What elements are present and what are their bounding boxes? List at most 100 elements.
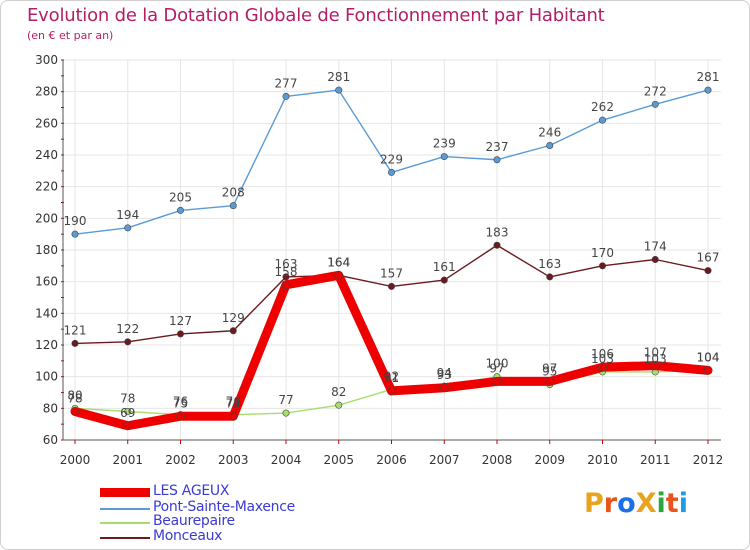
x-tick-label: 2004 xyxy=(271,453,302,467)
data-point-les-ageux xyxy=(492,377,502,386)
data-point-pont-sainte-maxence xyxy=(704,86,712,94)
data-label-monceaux: 121 xyxy=(64,323,87,337)
y-tick-label: 240 xyxy=(35,148,58,162)
data-point-pont-sainte-maxence xyxy=(124,224,132,232)
data-label-beaurepaire: 80 xyxy=(67,388,82,402)
data-point-pont-sainte-maxence xyxy=(177,206,185,214)
data-point-monceaux xyxy=(546,273,554,281)
data-label-monceaux: 163 xyxy=(275,257,298,271)
data-point-pont-sainte-maxence xyxy=(651,100,659,108)
data-point-monceaux xyxy=(177,330,185,338)
y-tick-label: 60 xyxy=(43,433,58,447)
data-label-beaurepaire: 77 xyxy=(278,393,293,407)
data-label-pont-sainte-maxence: 262 xyxy=(591,100,614,114)
logo-letter: r xyxy=(603,488,618,519)
data-point-pont-sainte-maxence xyxy=(546,142,554,150)
proxiti-logo: ProXiti xyxy=(584,488,688,519)
x-tick-label: 2012 xyxy=(693,453,724,467)
data-point-les-ageux xyxy=(650,361,660,370)
data-point-pont-sainte-maxence xyxy=(493,156,501,164)
data-point-pont-sainte-maxence xyxy=(282,92,290,100)
chart-title: Evolution de la Dotation Globale de Fonc… xyxy=(27,5,605,26)
y-tick-label: 280 xyxy=(35,85,58,99)
data-label-les-ageux: 75 xyxy=(173,396,188,410)
data-label-beaurepaire: 94 xyxy=(437,366,452,380)
legend-label-beaurepaire: Beaurepaire xyxy=(153,513,235,529)
data-label-pont-sainte-maxence: 281 xyxy=(327,70,350,84)
series-layer xyxy=(70,86,713,431)
data-label-beaurepaire: 103 xyxy=(591,352,614,366)
data-label-pont-sainte-maxence: 277 xyxy=(275,76,298,90)
data-label-monceaux: 127 xyxy=(169,314,192,328)
data-label-beaurepaire: 92 xyxy=(384,369,399,383)
data-label-les-ageux: 75 xyxy=(226,396,241,410)
y-tick-label: 80 xyxy=(43,401,58,415)
data-label-les-ageux: 106 xyxy=(591,347,614,361)
y-tick-label: 300 xyxy=(35,53,58,67)
logo-letter: X xyxy=(635,488,657,519)
data-label-les-ageux: 93 xyxy=(437,368,452,382)
x-tick-label: 2006 xyxy=(376,453,407,467)
y-tick-label: 220 xyxy=(35,180,58,194)
y-tick-label: 120 xyxy=(35,338,58,352)
x-tick-label: 2007 xyxy=(429,453,460,467)
data-label-monceaux: 164 xyxy=(327,255,350,269)
data-label-pont-sainte-maxence: 246 xyxy=(538,126,561,140)
data-label-les-ageux: 164 xyxy=(327,255,350,269)
chart-subtitle: (en € et par an) xyxy=(27,29,114,42)
data-point-les-ageux xyxy=(123,421,133,431)
logo-letter: t xyxy=(665,488,679,519)
data-label-les-ageux: 104 xyxy=(697,350,720,364)
data-point-les-ageux xyxy=(387,386,396,396)
data-label-monceaux: 122 xyxy=(116,322,139,336)
data-point-monceaux xyxy=(387,282,395,290)
grid-layer xyxy=(63,59,721,441)
data-label-monceaux: 170 xyxy=(591,246,614,260)
legend-label-les-ageux: LES AGEUX xyxy=(153,483,230,499)
data-label-les-ageux: 78 xyxy=(67,392,82,406)
data-point-pont-sainte-maxence xyxy=(335,86,343,94)
data-label-pont-sainte-maxence: 229 xyxy=(380,152,403,166)
y-tick-label: 200 xyxy=(35,211,58,225)
data-label-layer: 121 122 127 129 163 164 157 161 183 163 170 174 167 1… xyxy=(64,70,720,420)
y-tick-label: 100 xyxy=(35,370,58,384)
data-label-monceaux: 129 xyxy=(222,311,245,325)
data-label-les-ageux: 107 xyxy=(644,346,667,360)
data-label-monceaux: 167 xyxy=(697,251,720,265)
data-point-beaurepaire xyxy=(335,401,343,409)
data-label-beaurepaire: 95 xyxy=(542,365,557,379)
legend-label-monceaux: Monceaux xyxy=(153,528,223,544)
data-point-pont-sainte-maxence xyxy=(598,116,606,124)
x-tick-label: 2005 xyxy=(323,453,354,467)
data-point-monceaux xyxy=(493,241,501,249)
data-label-pont-sainte-maxence: 194 xyxy=(116,208,139,222)
data-label-les-ageux: 97 xyxy=(489,361,504,375)
x-tick-label: 2003 xyxy=(218,453,249,467)
logo-letter: i xyxy=(656,488,666,519)
data-point-monceaux xyxy=(651,255,659,263)
legend-swatch-les-ageux xyxy=(100,488,150,497)
y-tick-label: 260 xyxy=(35,116,58,130)
x-tick-label: 2009 xyxy=(534,453,565,467)
x-tick-label: 2008 xyxy=(482,453,513,467)
data-label-pont-sainte-maxence: 205 xyxy=(169,190,192,204)
data-point-monceaux xyxy=(598,262,606,270)
y-tick-label: 160 xyxy=(35,275,58,289)
data-label-pont-sainte-maxence: 190 xyxy=(64,214,87,228)
x-tick-label: 2000 xyxy=(60,453,91,467)
legend-swatch-pont-sainte-maxence xyxy=(100,508,150,510)
data-point-les-ageux xyxy=(334,271,344,280)
data-point-les-ageux xyxy=(439,383,449,393)
data-label-beaurepaire: 104 xyxy=(697,350,720,364)
x-tick-label: 2010 xyxy=(587,453,618,467)
data-label-les-ageux: 69 xyxy=(120,406,135,420)
data-point-les-ageux xyxy=(176,411,185,421)
data-label-beaurepaire: 76 xyxy=(226,395,241,409)
x-tick-label: 2001 xyxy=(112,453,143,467)
data-point-monceaux xyxy=(229,327,237,335)
data-point-les-ageux xyxy=(703,366,713,375)
data-label-pont-sainte-maxence: 208 xyxy=(222,186,245,200)
data-label-monceaux: 157 xyxy=(380,266,403,280)
data-point-beaurepaire xyxy=(124,407,132,415)
